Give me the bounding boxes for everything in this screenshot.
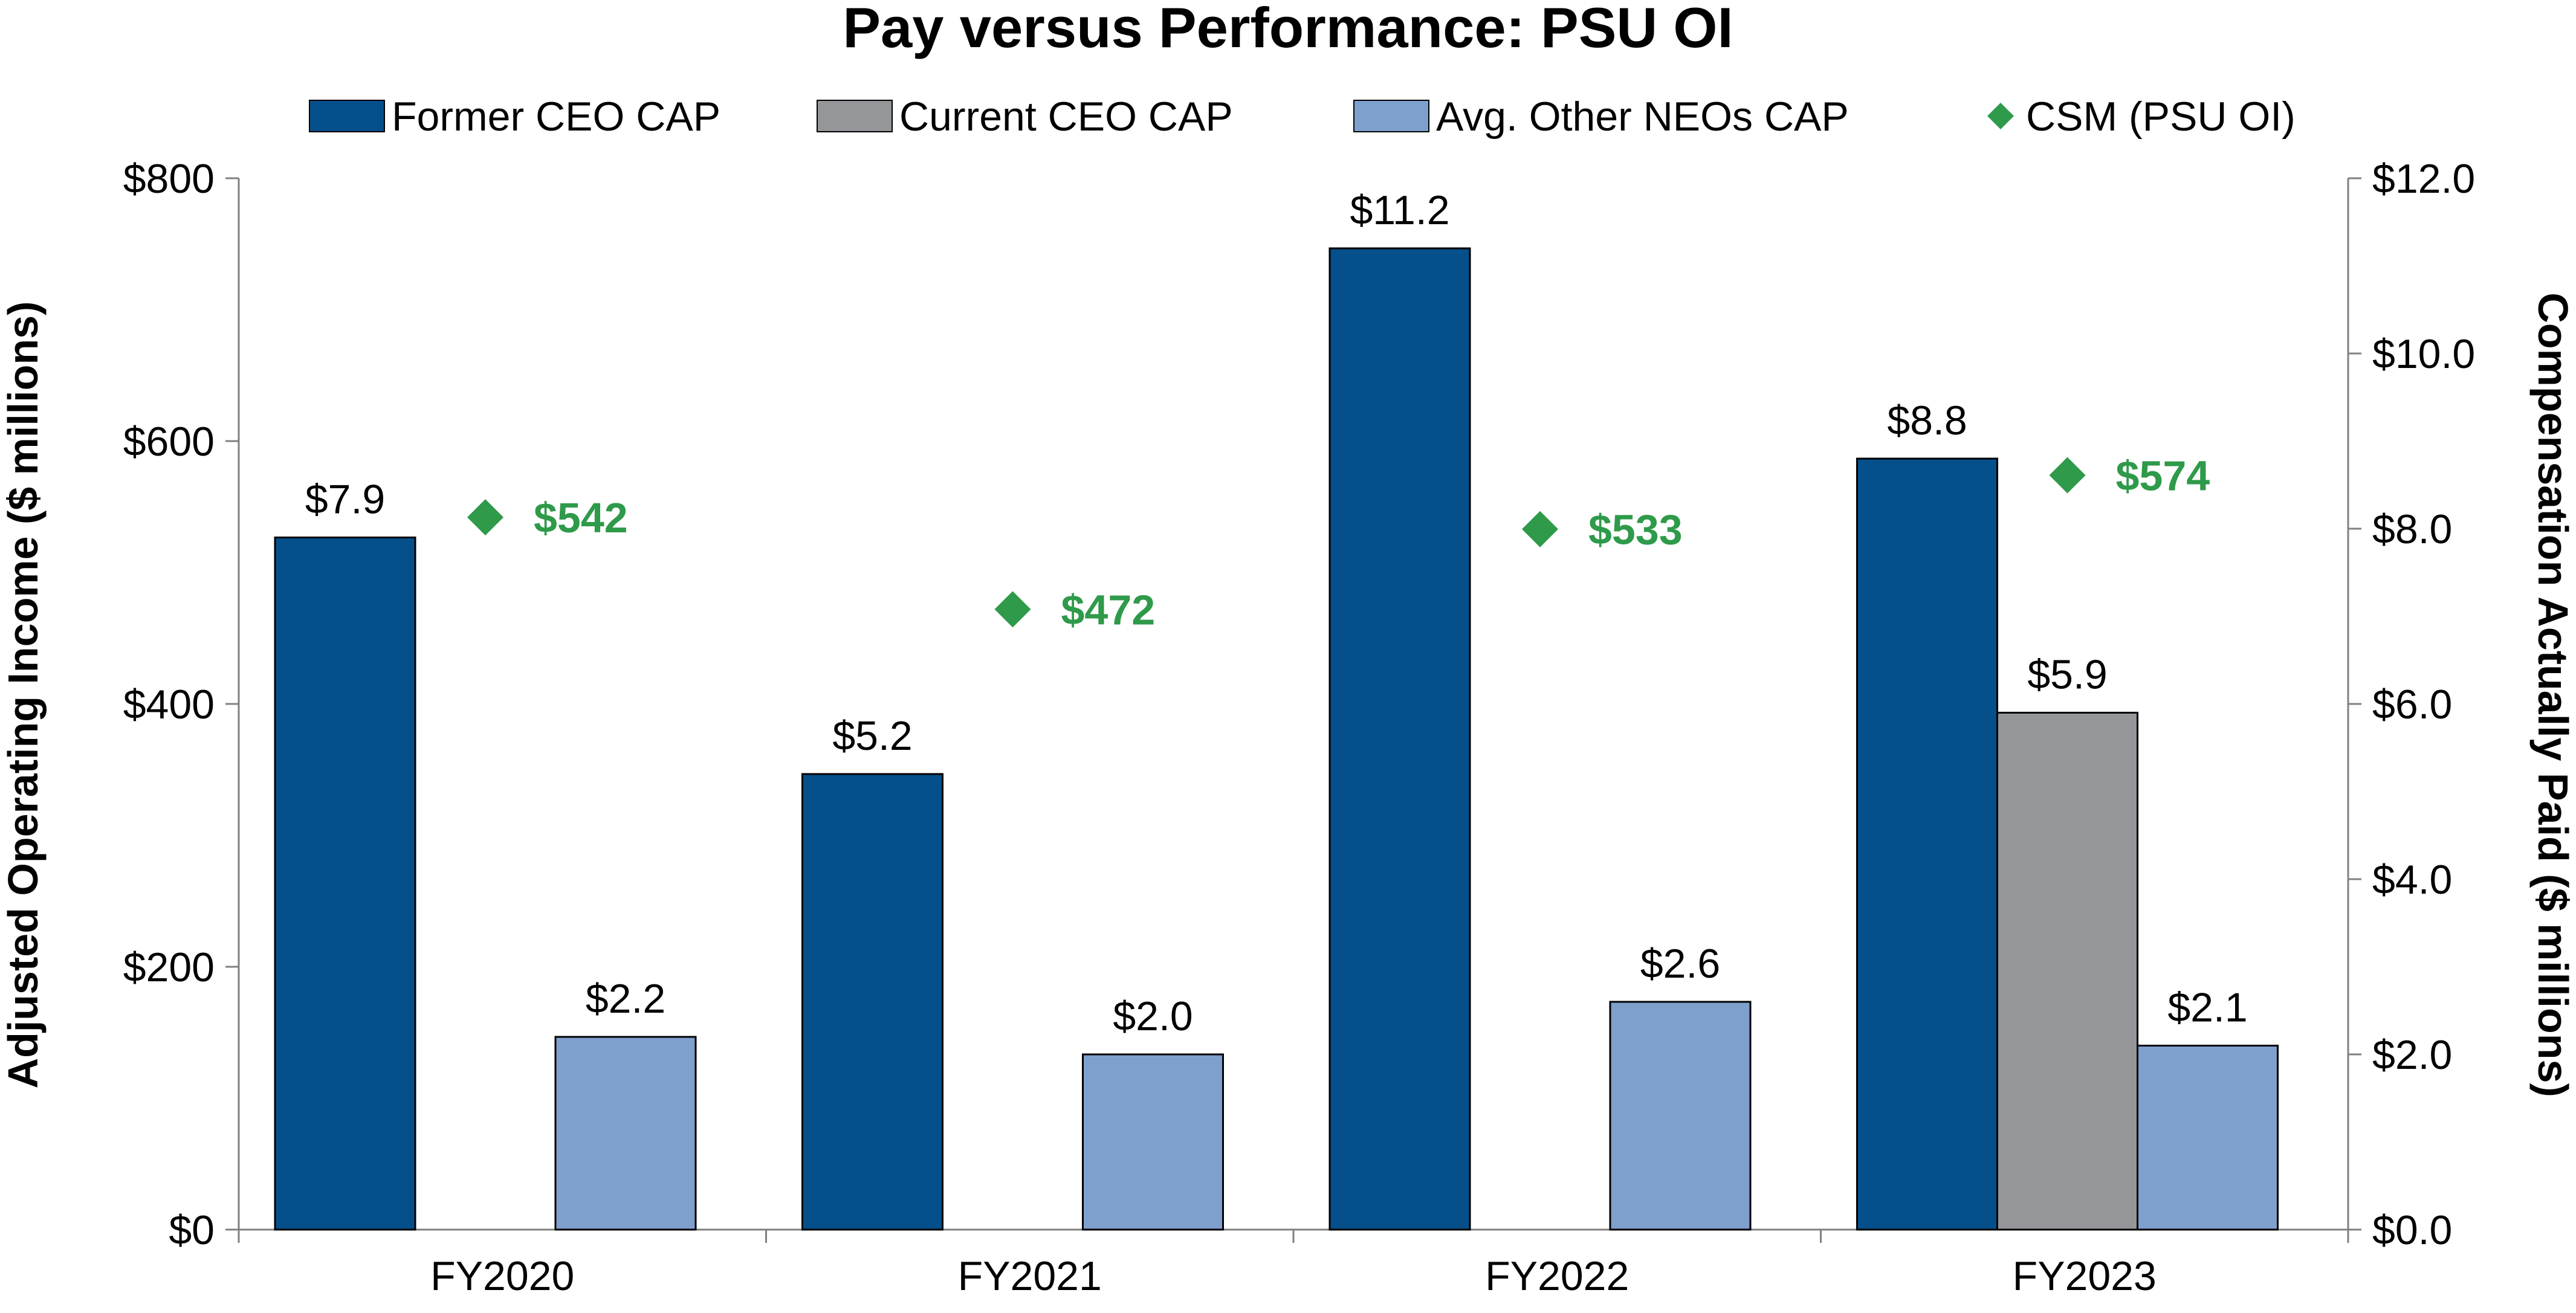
bar-value-label: $11.2 bbox=[1350, 187, 1449, 233]
y-axis-right-title: Compensation Actually Paid ($ millions) bbox=[2529, 292, 2576, 1097]
legend-swatch-former-ceo-cap bbox=[309, 100, 385, 132]
bar-value-label: $2.6 bbox=[1640, 941, 1720, 987]
bar-value-label: $7.9 bbox=[305, 477, 385, 523]
csm-diamond-fy2020 bbox=[467, 499, 503, 536]
legend-label: CSM (PSU OI) bbox=[2026, 94, 2296, 140]
bar-value-label: $2.2 bbox=[586, 976, 665, 1022]
legend-label: Former CEO CAP bbox=[392, 94, 720, 140]
y-tick-label-left: $600 bbox=[123, 419, 215, 465]
legend-swatch-current-ceo-cap bbox=[817, 100, 893, 132]
bar-former-ceo-cap-fy2022 bbox=[1328, 247, 1471, 1231]
csm-diamond-fy2023 bbox=[2049, 457, 2086, 494]
bar-value-label: $5.9 bbox=[2027, 652, 2107, 698]
bar-former-ceo-cap-fy2023 bbox=[1856, 457, 1998, 1231]
y-tick-label-right: $4.0 bbox=[2372, 857, 2452, 903]
x-tick-label-fy2020: FY2020 bbox=[430, 1253, 574, 1299]
legend-label: Avg. Other NEOs CAP bbox=[1436, 94, 1849, 140]
bars bbox=[274, 247, 2279, 1231]
x-tick-label-fy2023: FY2023 bbox=[2013, 1253, 2157, 1299]
y-tick-label-left: $400 bbox=[123, 682, 215, 727]
y-tick-label-right: $8.0 bbox=[2372, 506, 2452, 552]
bar-avg-other-neos-cap-fy2023 bbox=[2137, 1045, 2279, 1231]
bar-value-label: $5.2 bbox=[832, 713, 912, 759]
legend-marker-csm bbox=[1987, 103, 2014, 129]
y-tick-label-left: $800 bbox=[123, 156, 215, 202]
data-labels: $7.9 $2.2 $5.2 $2.0 $11.2 $2.6 $8.8 $5.9 $2.1 $54… bbox=[305, 187, 2248, 1039]
bar-former-ceo-cap-fy2020 bbox=[274, 537, 416, 1231]
bar-avg-other-neos-cap-fy2020 bbox=[554, 1036, 697, 1231]
csm-diamond-fy2021 bbox=[994, 591, 1031, 628]
bar-avg-other-neos-cap-fy2021 bbox=[1082, 1053, 1224, 1231]
bar-value-label: $2.0 bbox=[1113, 993, 1193, 1039]
bar-current-ceo-cap-fy2023 bbox=[1996, 712, 2138, 1231]
y-tick-label-left: $200 bbox=[123, 944, 215, 990]
csm-markers bbox=[467, 457, 2086, 628]
axes: $0 $200 $400 $600 $800 $0.0 $2.0 $4.0 $6.0 $8.0 $1… bbox=[123, 156, 2475, 1299]
bar-value-label: $8.8 bbox=[1887, 398, 1967, 444]
csm-diamond-fy2022 bbox=[1522, 511, 1558, 547]
chart-title: Pay versus Performance: PSU OI bbox=[843, 0, 1733, 59]
y-tick-label-right: $10.0 bbox=[2372, 331, 2475, 377]
bar-former-ceo-cap-fy2021 bbox=[801, 773, 943, 1231]
y-tick-label-left: $0 bbox=[169, 1207, 215, 1253]
y-tick-label-right: $12.0 bbox=[2372, 156, 2475, 202]
legend-label: Current CEO CAP bbox=[899, 94, 1233, 140]
legend: Former CEO CAP Current CEO CAP Avg. Other … bbox=[309, 94, 2296, 140]
bar-avg-other-neos-cap-fy2022 bbox=[1609, 1001, 1752, 1231]
x-tick-label-fy2022: FY2022 bbox=[1485, 1253, 1629, 1299]
csm-value-label: $472 bbox=[1061, 586, 1156, 633]
x-tick-label-fy2021: FY2021 bbox=[958, 1253, 1102, 1299]
csm-value-label: $542 bbox=[534, 494, 628, 541]
y-tick-label-right: $6.0 bbox=[2372, 682, 2452, 727]
bar-value-label: $2.1 bbox=[2167, 985, 2247, 1031]
csm-value-label: $574 bbox=[2116, 453, 2210, 500]
legend-swatch-avg-other-neos-cap bbox=[1353, 100, 1429, 132]
csm-value-label: $533 bbox=[1588, 506, 1683, 553]
y-axis-left-title: Adjusted Operating Income ($ millions) bbox=[0, 302, 47, 1089]
y-tick-label-right: $0.0 bbox=[2372, 1207, 2452, 1253]
y-tick-label-right: $2.0 bbox=[2372, 1032, 2452, 1078]
